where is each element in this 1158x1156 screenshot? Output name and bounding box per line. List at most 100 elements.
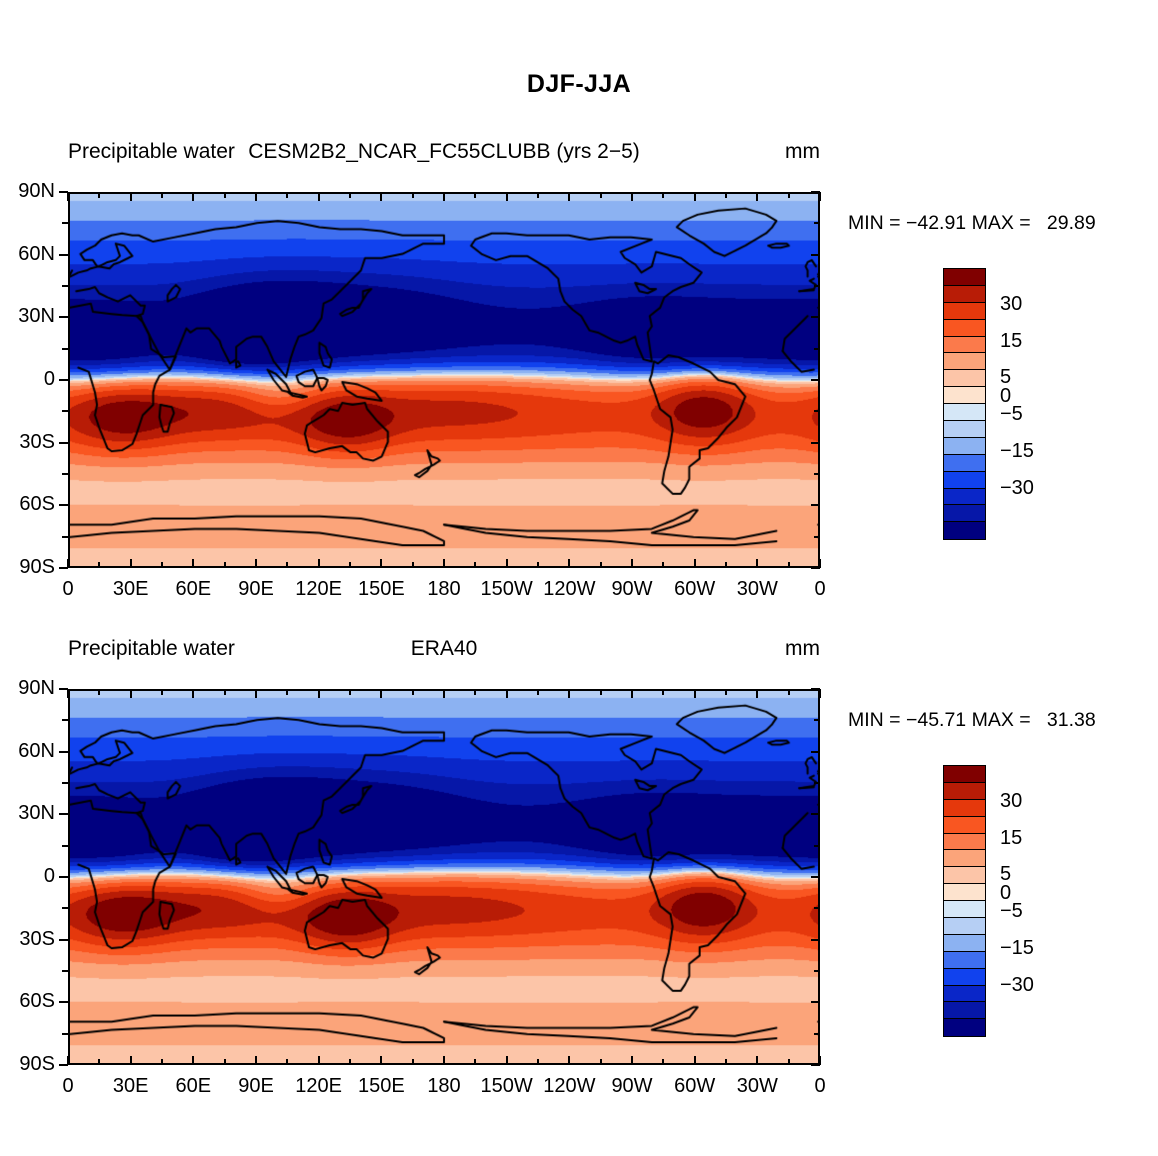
y-tick-major xyxy=(59,567,68,569)
y-tick-major xyxy=(59,1001,68,1004)
x-tick-minor xyxy=(474,1059,477,1065)
x-tick-major-top xyxy=(192,192,195,201)
colorbar-band xyxy=(943,933,986,953)
y-tick-minor xyxy=(62,907,68,910)
x-tick-major-top xyxy=(255,192,257,201)
x-tick-major xyxy=(192,559,195,568)
x-tick-minor xyxy=(223,1059,226,1065)
x-tick-minor xyxy=(725,1059,727,1065)
x-tick-major-top xyxy=(819,192,821,201)
colorbar-label: −30 xyxy=(1000,476,1034,499)
y-tick-minor xyxy=(62,285,68,287)
x-axis-label: 180 xyxy=(427,1075,461,1097)
x-axis-label: 90E xyxy=(238,1075,274,1097)
colorbar-band xyxy=(943,352,986,371)
y-tick-major-right xyxy=(811,379,820,381)
x-tick-major xyxy=(380,1056,383,1065)
y-tick-major xyxy=(59,876,68,878)
x-tick-major xyxy=(756,559,759,568)
x-tick-major xyxy=(192,1056,195,1065)
x-tick-major-top xyxy=(693,192,696,201)
y-tick-minor xyxy=(62,347,68,350)
colorbar-band xyxy=(943,301,986,321)
x-tick-minor-top xyxy=(411,192,414,198)
x-tick-major-top xyxy=(67,192,69,201)
y-tick-major-right xyxy=(811,688,820,690)
x-axis-label: 120W xyxy=(543,578,596,600)
x-tick-minor-top xyxy=(98,192,101,198)
x-tick-minor-top xyxy=(286,192,289,198)
x-tick-major xyxy=(693,1056,696,1065)
map-plot-area xyxy=(68,192,820,568)
colorbar-band xyxy=(943,765,986,784)
x-tick-major xyxy=(505,1056,508,1065)
colorbar-band xyxy=(943,900,986,919)
x-tick-minor xyxy=(98,1059,101,1065)
colorbar-band xyxy=(943,866,986,885)
x-tick-major xyxy=(756,1056,759,1065)
x-axis-label: 150W xyxy=(480,578,533,600)
y-tick-major-right xyxy=(811,813,820,816)
x-tick-major-top xyxy=(443,192,445,201)
x-tick-minor xyxy=(286,1059,289,1065)
x-axis-label: 150W xyxy=(480,1075,533,1097)
colorbar-band xyxy=(943,268,986,287)
y-tick-minor xyxy=(62,970,68,972)
y-tick-major xyxy=(59,688,68,690)
x-tick-minor-top xyxy=(662,192,665,198)
x-tick-minor-top xyxy=(411,689,414,695)
y-tick-major-right xyxy=(811,253,820,256)
y-tick-minor-right xyxy=(814,222,820,225)
y-tick-major xyxy=(59,938,68,941)
y-tick-minor-right xyxy=(814,907,820,910)
x-tick-minor-top xyxy=(725,192,727,198)
y-tick-major-right xyxy=(811,876,820,878)
x-axis-label: 120E xyxy=(295,578,343,600)
x-axis-label: 30W xyxy=(736,1075,778,1097)
colorbar-band xyxy=(943,798,986,818)
panel-units-label: mm xyxy=(785,637,820,660)
colorbar-label: 5 xyxy=(1000,366,1012,389)
colorbar-label: 0 xyxy=(1000,384,1012,407)
y-tick-major xyxy=(59,1064,68,1066)
colorbar xyxy=(943,268,986,540)
y-axis-label: 30S xyxy=(19,430,55,453)
panel-header: Precipitable water ERA40 mm xyxy=(68,637,820,669)
x-tick-major-top xyxy=(67,689,69,698)
x-tick-major-top xyxy=(380,689,383,698)
colorbar-band xyxy=(943,1001,986,1020)
y-tick-minor-right xyxy=(814,347,820,350)
colorbar-label: 0 xyxy=(1000,881,1012,904)
y-tick-major-right xyxy=(811,938,820,941)
colorbar-band xyxy=(943,1018,986,1037)
x-axis-label: 60W xyxy=(674,1075,716,1097)
x-tick-major xyxy=(67,1056,69,1065)
colorbar-band xyxy=(943,470,986,490)
x-axis-label: 180 xyxy=(427,578,461,600)
colorbar-band xyxy=(943,504,986,523)
y-axis-label: 30S xyxy=(19,927,55,950)
panel-header: Precipitable water CESM2B2_NCAR_FC55CLUB… xyxy=(68,140,820,172)
panel-units-label: mm xyxy=(785,140,820,163)
x-tick-minor-top xyxy=(537,689,539,695)
y-tick-major-right xyxy=(811,191,820,193)
x-axis-label: 30E xyxy=(112,1075,149,1097)
colorbar-band xyxy=(943,917,986,936)
y-axis-label: 60N xyxy=(18,739,55,762)
colorbar-band xyxy=(943,318,986,338)
y-tick-major-right xyxy=(811,750,820,753)
colorbar-label: 30 xyxy=(1000,789,1023,812)
x-tick-major-top xyxy=(192,689,195,698)
x-tick-minor xyxy=(349,562,351,568)
x-tick-major xyxy=(317,559,320,568)
x-axis-label: 0 xyxy=(62,1075,74,1097)
colorbar-label: 5 xyxy=(1000,863,1012,886)
x-tick-minor-top xyxy=(349,689,351,695)
x-tick-minor-top xyxy=(98,689,101,695)
x-tick-minor xyxy=(411,562,414,568)
x-tick-major-top xyxy=(568,192,571,201)
figure-title: DJF-JJA xyxy=(526,70,632,98)
x-tick-minor xyxy=(286,562,289,568)
y-tick-major xyxy=(59,813,68,816)
